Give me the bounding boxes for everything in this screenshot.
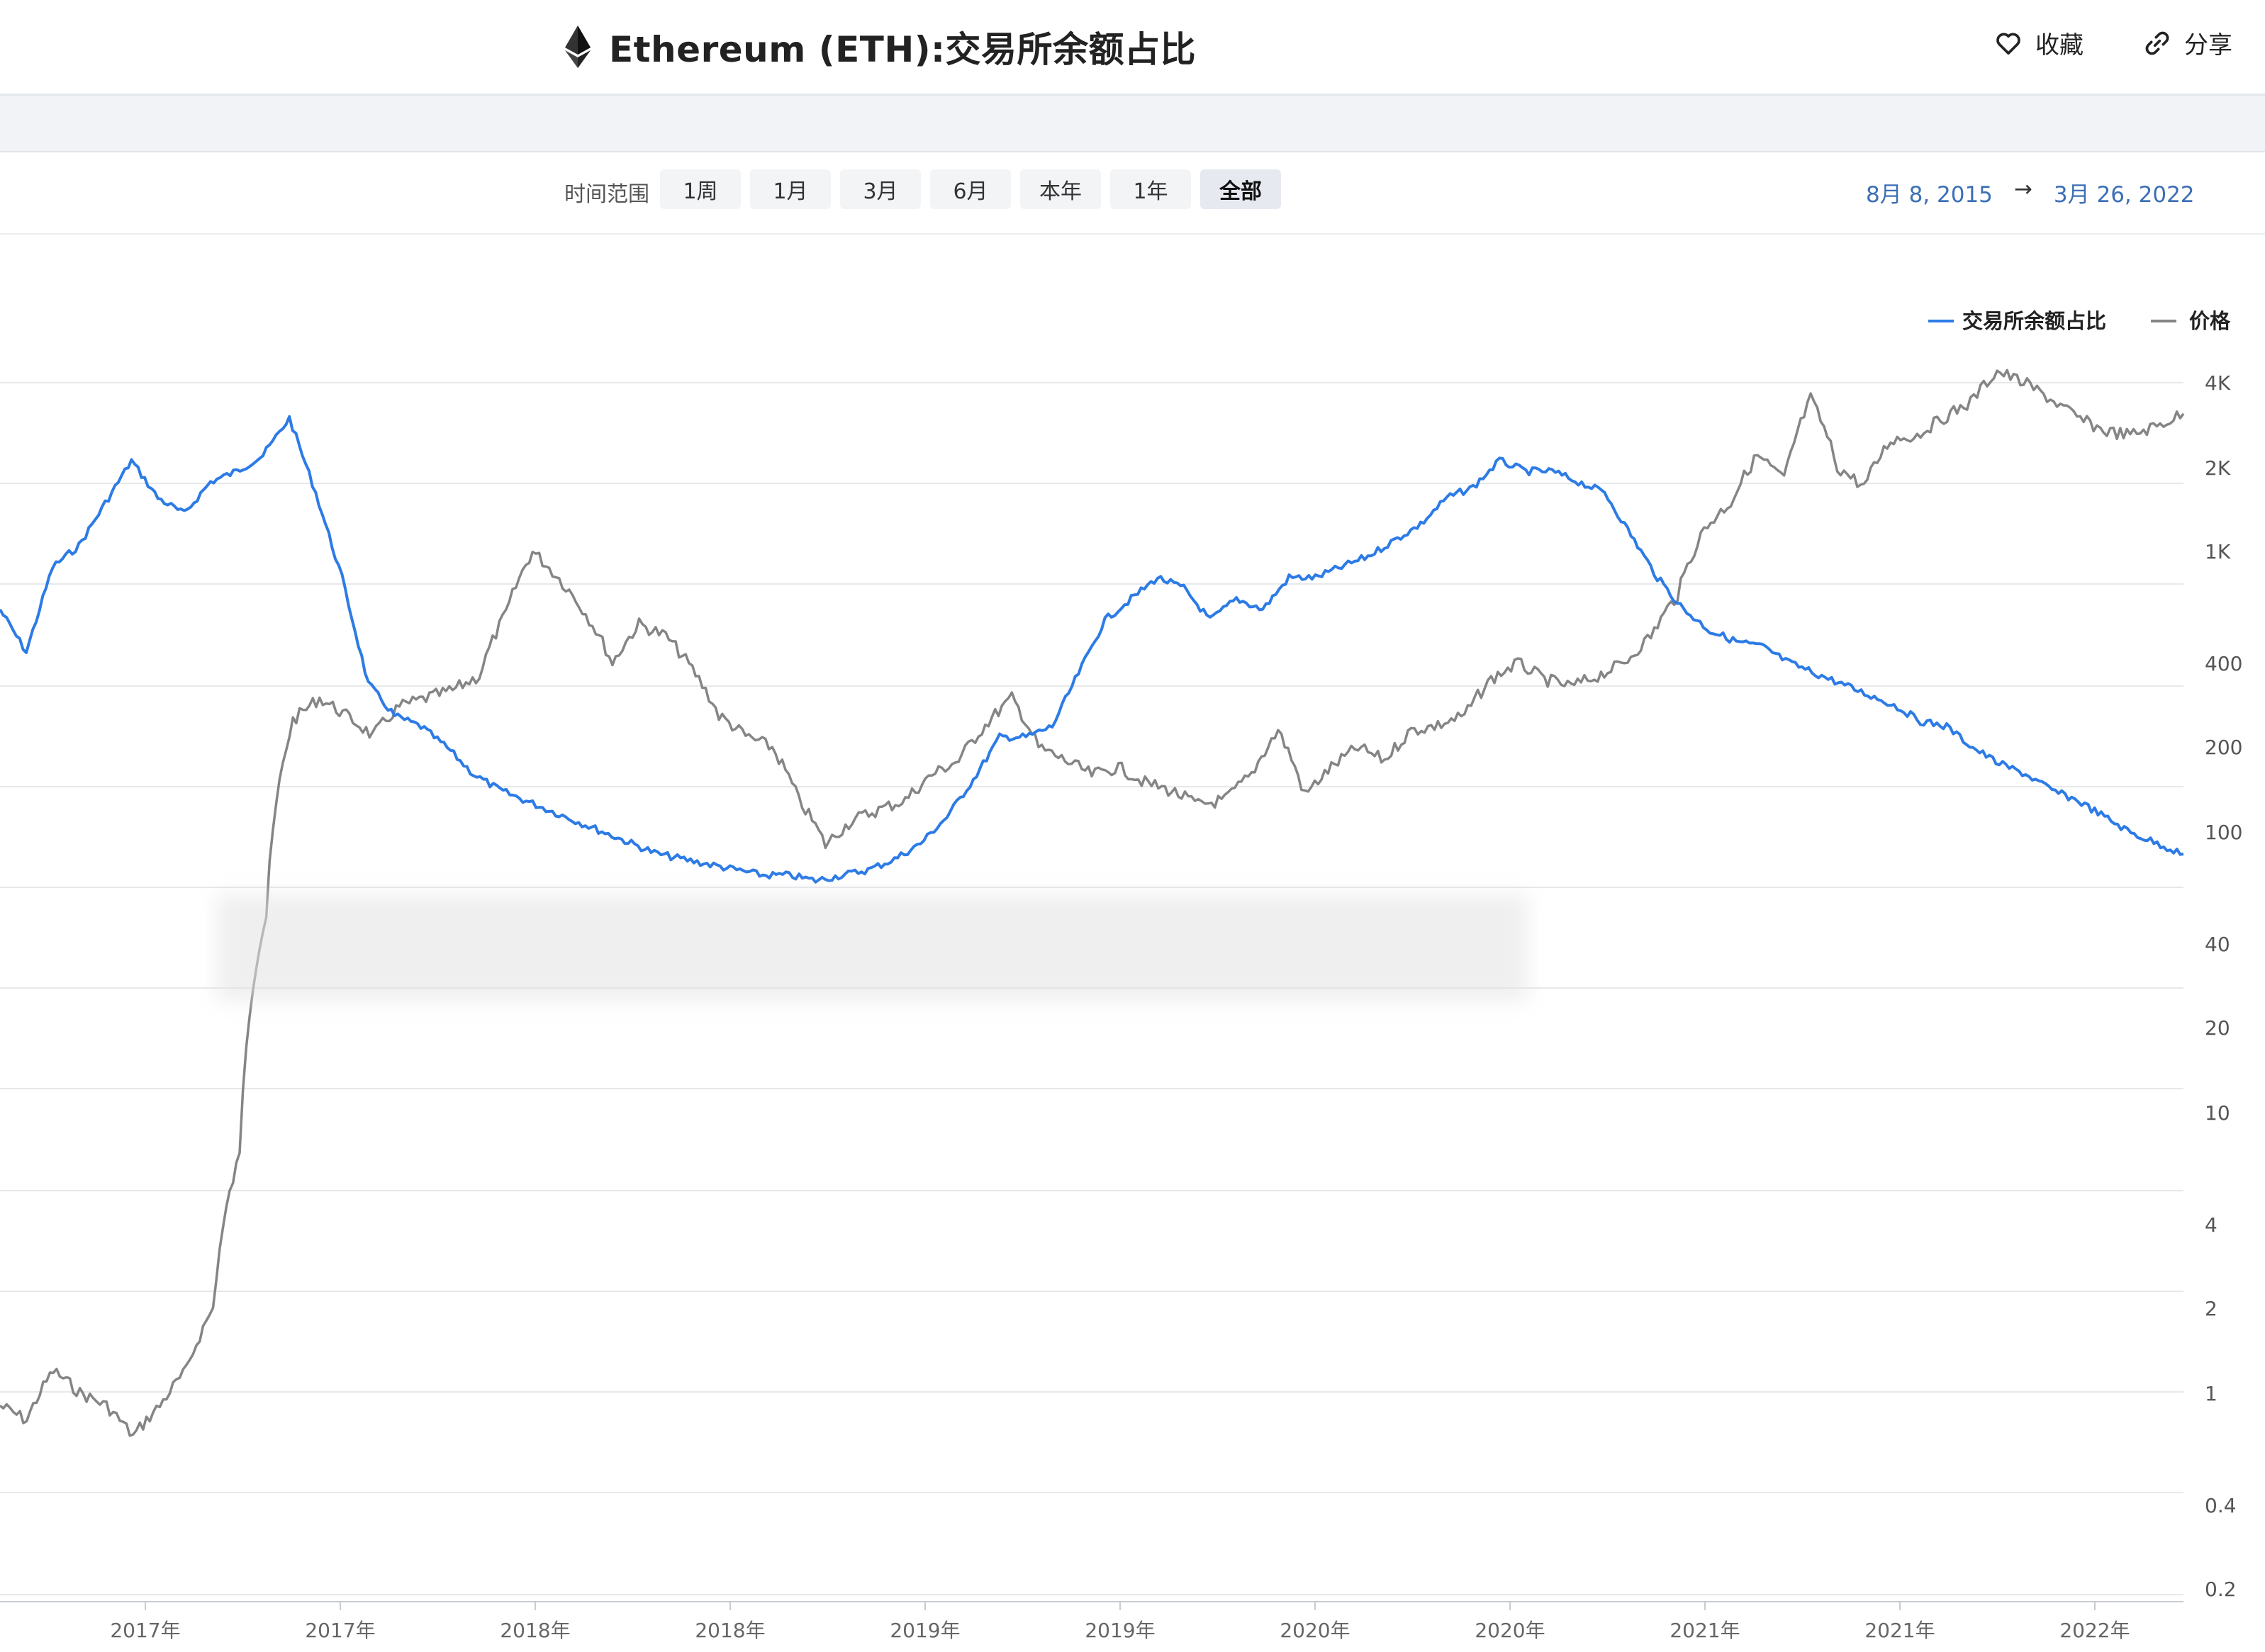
y-tick-label: 400	[2205, 652, 2242, 675]
x-axis-ticks: 2017年 2017年 2018年 2018年 2019年 2019年 2020年 2020年…	[110, 1602, 2130, 1642]
ethereum-logo-icon	[565, 26, 591, 68]
range-3m-button[interactable]: 3月	[840, 169, 921, 209]
heart-icon	[1996, 32, 2020, 55]
y-tick-label: 20	[2205, 1016, 2230, 1040]
x-tick-label: 2019年	[1085, 1619, 1155, 1642]
page-title: Ethereum (ETH):交易所余额占比	[609, 29, 1197, 70]
x-tick-label: 2022年	[2059, 1619, 2130, 1642]
share-button[interactable]: 分享	[2143, 26, 2232, 60]
range-all-button[interactable]: 全部	[1200, 169, 1281, 209]
y-axis-ticks: 4K 2K 1K 400 200 100 40 20 10 4 2 1 0.4 0.2	[2205, 371, 2242, 1601]
share-label: 分享	[2184, 31, 2232, 60]
grid	[0, 382, 2183, 1602]
y-tick-label: 100	[2205, 821, 2242, 844]
x-tick-label: 2017年	[110, 1619, 180, 1642]
price-series-line[interactable]	[0, 369, 2185, 1437]
balance-series-line[interactable]	[0, 415, 2184, 884]
legend[interactable]: 交易所余额占比 价格	[1928, 309, 2231, 333]
x-tick-label: 2017年	[305, 1619, 375, 1642]
header-actions: 收藏 分享	[1994, 26, 2232, 60]
range-1w-button[interactable]: 1周	[660, 169, 741, 209]
x-tick-label: 2018年	[500, 1619, 570, 1642]
y-tick-label: 0.4	[2205, 1494, 2237, 1517]
series-layer	[0, 369, 2185, 1437]
y-tick-label: 10	[2205, 1101, 2230, 1125]
y-tick-label: 200	[2205, 736, 2242, 759]
x-tick-label: 2018年	[695, 1619, 765, 1642]
range-6m-button[interactable]: 6月	[930, 169, 1011, 209]
range-ytd-button[interactable]: 本年	[1020, 169, 1101, 209]
range-1m-button[interactable]: 1月	[750, 169, 831, 209]
date-start[interactable]: 8月 8, 2015	[1866, 182, 1993, 208]
y-tick-label: 2	[2205, 1297, 2218, 1320]
header: Ethereum (ETH):交易所余额占比 收藏 分享	[0, 0, 2265, 96]
range-1y-button[interactable]: 1年	[1110, 169, 1191, 209]
range-toolbar: 时间范围 1周 1月 3月 6月 本年 1年 全部 8月 8, 2015 → 3…	[0, 152, 2265, 235]
date-end[interactable]: 3月 26, 2022	[2053, 182, 2195, 208]
date-arrow: →	[2013, 176, 2032, 202]
y-tick-label: 4	[2205, 1213, 2218, 1237]
y-tick-label: 1	[2205, 1382, 2218, 1405]
date-range-picker[interactable]: 8月 8, 2015 → 3月 26, 2022	[1866, 176, 2195, 208]
x-tick-label: 2021年	[1670, 1619, 1740, 1642]
y-tick-label: 40	[2205, 933, 2230, 956]
y-tick-label: 2K	[2205, 456, 2231, 480]
title-group: Ethereum (ETH):交易所余额占比	[564, 20, 1196, 74]
range-label: 时间范围	[564, 182, 649, 207]
x-tick-label: 2021年	[1864, 1619, 1935, 1642]
favorite-button[interactable]: 收藏	[1994, 26, 2084, 60]
legend-price-label[interactable]: 价格	[2189, 309, 2231, 333]
favorite-label: 收藏	[2035, 31, 2084, 60]
x-tick-label: 2020年	[1280, 1619, 1350, 1642]
range-buttons: 1周 1月 3月 6月 本年 1年 全部	[660, 169, 1281, 209]
y-tick-label: 1K	[2205, 540, 2231, 563]
x-tick-label: 2019年	[890, 1619, 960, 1642]
y-tick-label: 0.2	[2205, 1578, 2237, 1601]
watermark	[216, 894, 1528, 1001]
legend-balance-label[interactable]: 交易所余额占比	[1962, 309, 2106, 333]
sub-toolbar	[0, 96, 2265, 152]
link-icon	[2145, 31, 2169, 55]
x-tick-label: 2020年	[1475, 1619, 1545, 1642]
y-tick-label: 4K	[2205, 371, 2231, 395]
